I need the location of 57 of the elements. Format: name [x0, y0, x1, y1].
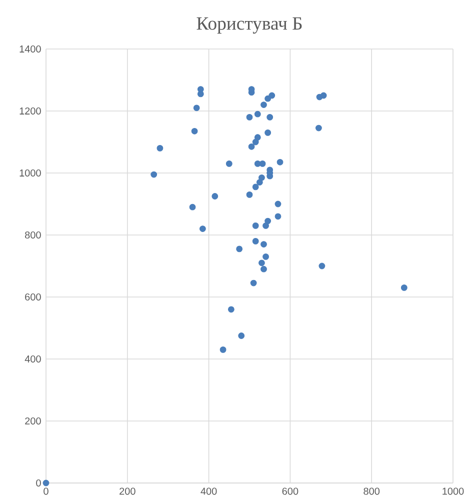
x-tick-label: 600: [282, 488, 298, 495]
point: [248, 143, 255, 150]
point: [42, 480, 50, 486]
point: [400, 284, 408, 291]
point: [318, 262, 326, 270]
point: [258, 174, 265, 181]
point: [266, 114, 274, 120]
y-tick-label: 1000: [20, 169, 41, 177]
point: [254, 134, 261, 141]
point: [199, 226, 206, 232]
point: [256, 179, 263, 186]
x-tick-label: 400: [200, 488, 217, 495]
point: [246, 114, 253, 120]
point: [193, 104, 200, 112]
point: [150, 171, 158, 178]
point: [260, 241, 267, 248]
y-tick-label: 200: [25, 417, 41, 425]
point: [228, 306, 234, 313]
point: [220, 346, 226, 353]
y-tick-label: 1400: [20, 45, 41, 53]
point: [189, 204, 196, 210]
point: [315, 124, 322, 132]
point: [252, 222, 259, 229]
point: [276, 158, 284, 166]
point: [246, 191, 253, 198]
point: [226, 160, 232, 167]
point: [238, 332, 245, 339]
point: [250, 280, 257, 286]
point: [212, 193, 218, 200]
point: [260, 102, 267, 108]
x-tick-label: 0: [44, 488, 48, 495]
point: [252, 184, 259, 190]
point: [264, 129, 272, 136]
point: [268, 92, 276, 99]
y-tick-label: 600: [25, 293, 41, 301]
point: [264, 218, 272, 224]
point: [236, 246, 243, 252]
point: [156, 144, 164, 152]
point: [191, 128, 198, 134]
x-tick-label: 800: [364, 488, 380, 495]
point: [258, 260, 265, 266]
point: [252, 238, 259, 244]
point: [262, 253, 269, 260]
chart-title: Користувач Б: [196, 17, 302, 34]
point: [197, 86, 204, 92]
point: [274, 213, 282, 220]
y-tick-label: 800: [25, 231, 41, 239]
y-tick-label: 1200: [20, 107, 41, 115]
y-tick-label: 0: [36, 479, 41, 487]
point: [259, 160, 266, 167]
point: [260, 266, 267, 272]
point: [274, 200, 282, 208]
x-tick-label: 200: [120, 488, 136, 495]
y-tick-label: 400: [24, 355, 41, 363]
point: [254, 110, 261, 118]
point: [320, 92, 327, 99]
x-tick-label: 1000: [442, 488, 464, 495]
